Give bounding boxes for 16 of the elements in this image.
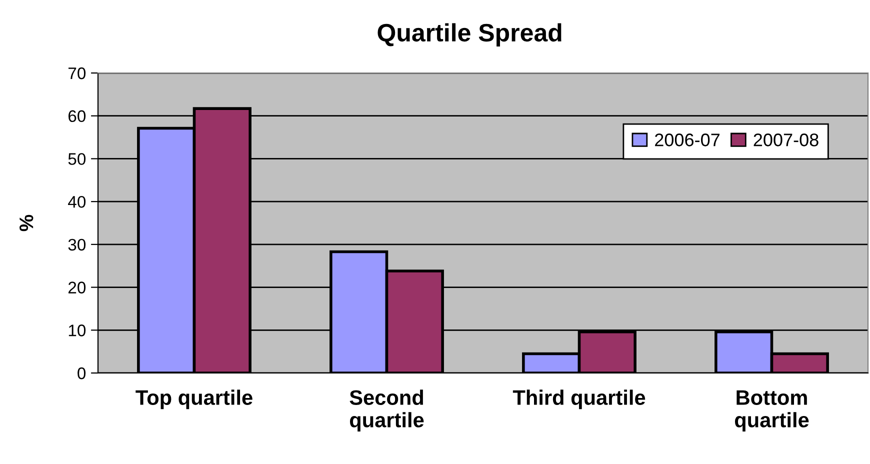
y-tick-label: 40 <box>68 196 86 208</box>
y-axis-title: % <box>20 214 34 232</box>
y-tick-label: 60 <box>68 110 86 122</box>
legend-label: 2006-07 <box>655 134 720 146</box>
y-tick-label: 70 <box>68 67 86 80</box>
y-tick-label: 20 <box>68 282 86 294</box>
x-tick-label: Top quartile <box>136 390 252 410</box>
y-tick-label: 30 <box>68 238 86 251</box>
x-tick-label: Bottom quartile <box>734 390 809 432</box>
legend-label: 2007-08 <box>754 134 818 146</box>
x-tick-label: Second quartile <box>350 390 424 432</box>
y-tick-label: 0 <box>78 367 86 380</box>
y-tick-label: 10 <box>68 324 86 336</box>
x-tick-label: Third quartile <box>512 390 646 410</box>
chart-title: Quartile Spread <box>378 23 562 47</box>
y-tick-label: 50 <box>68 153 86 165</box>
